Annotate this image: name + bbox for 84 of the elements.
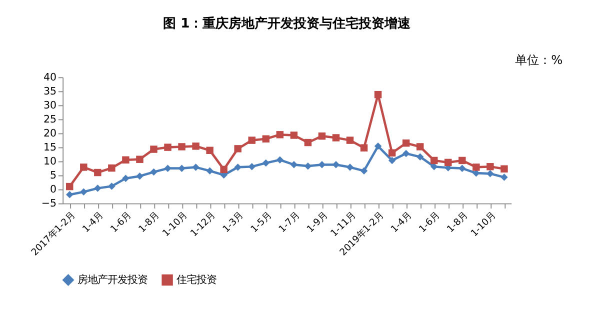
- text: 单位：%: [515, 53, 563, 68]
- point: [108, 164, 116, 172]
- y-tick-label: 40: [43, 71, 57, 84]
- x-tick-label: 1-7月: [276, 210, 302, 235]
- point: [472, 164, 480, 171]
- point: [360, 167, 368, 174]
- point: [458, 156, 466, 164]
- point: [276, 156, 284, 164]
- y-tick-label: 5: [50, 170, 57, 182]
- point: [402, 139, 410, 147]
- point: [80, 188, 88, 196]
- point: [318, 132, 326, 140]
- legend-label: 房地产开发投资: [78, 274, 148, 286]
- point: [164, 144, 172, 151]
- point: [458, 164, 466, 172]
- point: [430, 163, 438, 170]
- point: [486, 163, 494, 170]
- point: [276, 131, 284, 138]
- point: [416, 153, 424, 160]
- point: [248, 163, 256, 170]
- point: [122, 156, 130, 164]
- x-tick-label: 1-6月: [417, 210, 442, 235]
- point: [136, 156, 144, 163]
- x-tick-label: 1-9月: [304, 210, 330, 235]
- point: [388, 149, 396, 157]
- point: [332, 134, 340, 142]
- legend-label: 住宅投资: [176, 274, 217, 286]
- chart-title: 图 1：重庆房地产开发投资与住宅投资增速: [163, 16, 412, 32]
- y-tick-label: 25: [43, 114, 57, 126]
- x-tick-label: 1-4月: [80, 210, 106, 235]
- x-tick-label: 1-8月: [136, 210, 162, 235]
- point: [206, 167, 214, 174]
- point: [220, 166, 228, 174]
- point: [402, 150, 410, 158]
- point: [416, 143, 424, 150]
- point: [164, 164, 172, 172]
- point: [178, 164, 186, 172]
- point: [290, 161, 298, 168]
- point: [374, 90, 382, 98]
- point: [178, 143, 186, 150]
- point: [94, 184, 102, 192]
- point: [150, 168, 158, 176]
- y-tick-label: 10: [43, 156, 57, 168]
- point: [66, 182, 74, 190]
- point: [290, 132, 298, 139]
- x-tick-label: 1-4月: [389, 210, 414, 235]
- point: [304, 138, 312, 146]
- point: [444, 158, 452, 166]
- y-tick-label: 0: [50, 184, 57, 196]
- point: [136, 172, 144, 180]
- point: [262, 135, 270, 143]
- point: [374, 142, 382, 150]
- point: [332, 161, 340, 168]
- x-tick-label: 1-8月: [445, 210, 470, 235]
- y-tick-label: 15: [43, 142, 57, 154]
- point: [388, 156, 396, 164]
- point: [500, 174, 508, 181]
- x-tick-label: 1-3月: [220, 210, 246, 235]
- point: [94, 168, 102, 176]
- y-tick-label: 30: [43, 100, 57, 112]
- point: [150, 146, 158, 153]
- point: [486, 170, 494, 178]
- point: [262, 159, 270, 167]
- point: [108, 182, 116, 190]
- y-tick-label: 20: [43, 128, 57, 140]
- point: [66, 191, 74, 198]
- point: [248, 136, 256, 144]
- point: [206, 146, 214, 154]
- x-tick-label: 1-5月: [248, 210, 274, 235]
- point: [192, 142, 200, 150]
- point: [430, 156, 438, 164]
- point: [500, 165, 508, 173]
- y-tick-label: −5: [41, 198, 57, 210]
- point: [360, 144, 368, 152]
- point: [192, 164, 200, 171]
- point: [346, 164, 354, 171]
- y-tick-label: 35: [43, 85, 57, 98]
- point: [304, 162, 312, 170]
- x-tick-label: 1-6月: [108, 210, 134, 235]
- point: [234, 145, 242, 152]
- point: [80, 164, 88, 171]
- point: [234, 164, 242, 171]
- point: [122, 174, 130, 182]
- point: [346, 136, 354, 144]
